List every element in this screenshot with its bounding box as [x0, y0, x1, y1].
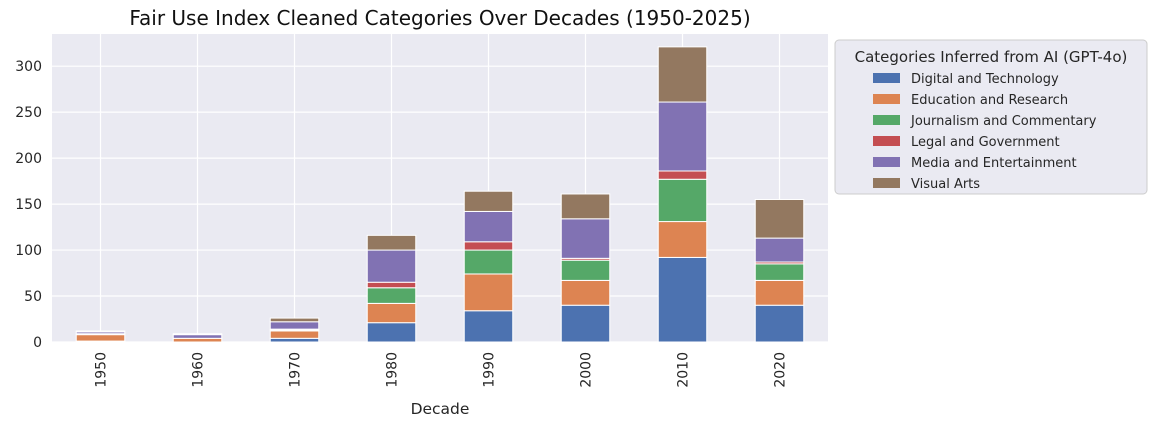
bar-segment [754, 279, 805, 306]
x-tick-label: 1990 [482, 352, 498, 388]
bar-segment [560, 259, 611, 281]
legend-swatch [873, 157, 900, 167]
legend-entry-label: Education and Research [911, 93, 1068, 108]
bar-segment [172, 333, 223, 336]
legend-swatch [873, 178, 900, 188]
legend-entry-label: Journalism and Commentary [910, 114, 1097, 129]
bar-segment [75, 334, 126, 342]
bar-segment [366, 322, 417, 343]
bar-segment [269, 330, 320, 339]
bar-segment [754, 237, 805, 263]
bar-segment [366, 302, 417, 324]
bar-segment [560, 304, 611, 343]
y-tick-label: 100 [15, 243, 42, 259]
y-tick-label: 250 [15, 105, 42, 121]
bars [75, 46, 805, 343]
bar-segment [560, 279, 611, 306]
x-tick-label: 2000 [579, 352, 595, 388]
bar-segment [463, 210, 514, 243]
legend-entry-label: Visual Arts [911, 177, 980, 192]
bar-segment [754, 304, 805, 343]
bar-segment [269, 321, 320, 330]
x-tick-label: 1950 [94, 352, 110, 388]
bar-segment [463, 190, 514, 212]
legend-swatch [873, 73, 900, 83]
bar-segment [366, 287, 417, 304]
x-tick-label: 1960 [191, 352, 207, 388]
y-tick-label: 50 [24, 289, 42, 305]
x-tick-label: 1980 [385, 352, 401, 388]
bar-segment [463, 273, 514, 312]
x-tick-label: 2010 [676, 352, 692, 388]
bar-segment [172, 334, 223, 339]
bar-segment [269, 317, 320, 323]
legend-entry-label: Digital and Technology [911, 72, 1059, 87]
y-tick-label: 300 [15, 59, 42, 75]
bar-segment [463, 310, 514, 343]
bar-segment [657, 46, 708, 103]
y-tick-label: 150 [15, 197, 42, 213]
bar-segment [657, 178, 708, 223]
bar-segment [560, 193, 611, 220]
bar-segment [269, 337, 320, 343]
bar-segment [463, 241, 514, 251]
legend-entry-label: Legal and Government [911, 135, 1060, 150]
bar-segment [657, 101, 708, 172]
legend[interactable]: Categories Inferred from AI (GPT-4o) Dig… [834, 39, 1148, 195]
bar-segment [657, 221, 708, 258]
y-axis: 0 50 100 150 200 250 300 [15, 59, 42, 351]
legend-swatch [873, 94, 900, 104]
x-tick-label: 2020 [773, 352, 789, 388]
legend-box [834, 39, 1148, 195]
bar-segment [366, 234, 417, 251]
bar-segment [366, 281, 417, 289]
legend-swatch [873, 115, 900, 125]
bar-segment [754, 198, 805, 239]
bar-segment [560, 218, 611, 259]
x-tick-label: 1970 [288, 352, 304, 388]
bar-segment [366, 249, 417, 283]
x-axis: 1950 1960 1970 1980 1990 2000 2010 2020 [94, 352, 789, 388]
bar-segment [172, 337, 223, 343]
bar-segment [657, 256, 708, 343]
y-tick-label: 200 [15, 151, 42, 167]
chart-title: Fair Use Index Cleaned Categories Over D… [129, 6, 750, 30]
legend-title: Categories Inferred from AI (GPT-4o) [855, 48, 1128, 66]
legend-entry-label: Media and Entertainment [911, 156, 1077, 171]
x-axis-label: Decade [411, 400, 470, 418]
bar-segment [657, 170, 708, 180]
legend-swatch [873, 136, 900, 146]
bar-segment [463, 249, 514, 275]
y-tick-label: 0 [33, 335, 42, 351]
bar-segment [754, 263, 805, 281]
bar-segment [75, 330, 126, 333]
